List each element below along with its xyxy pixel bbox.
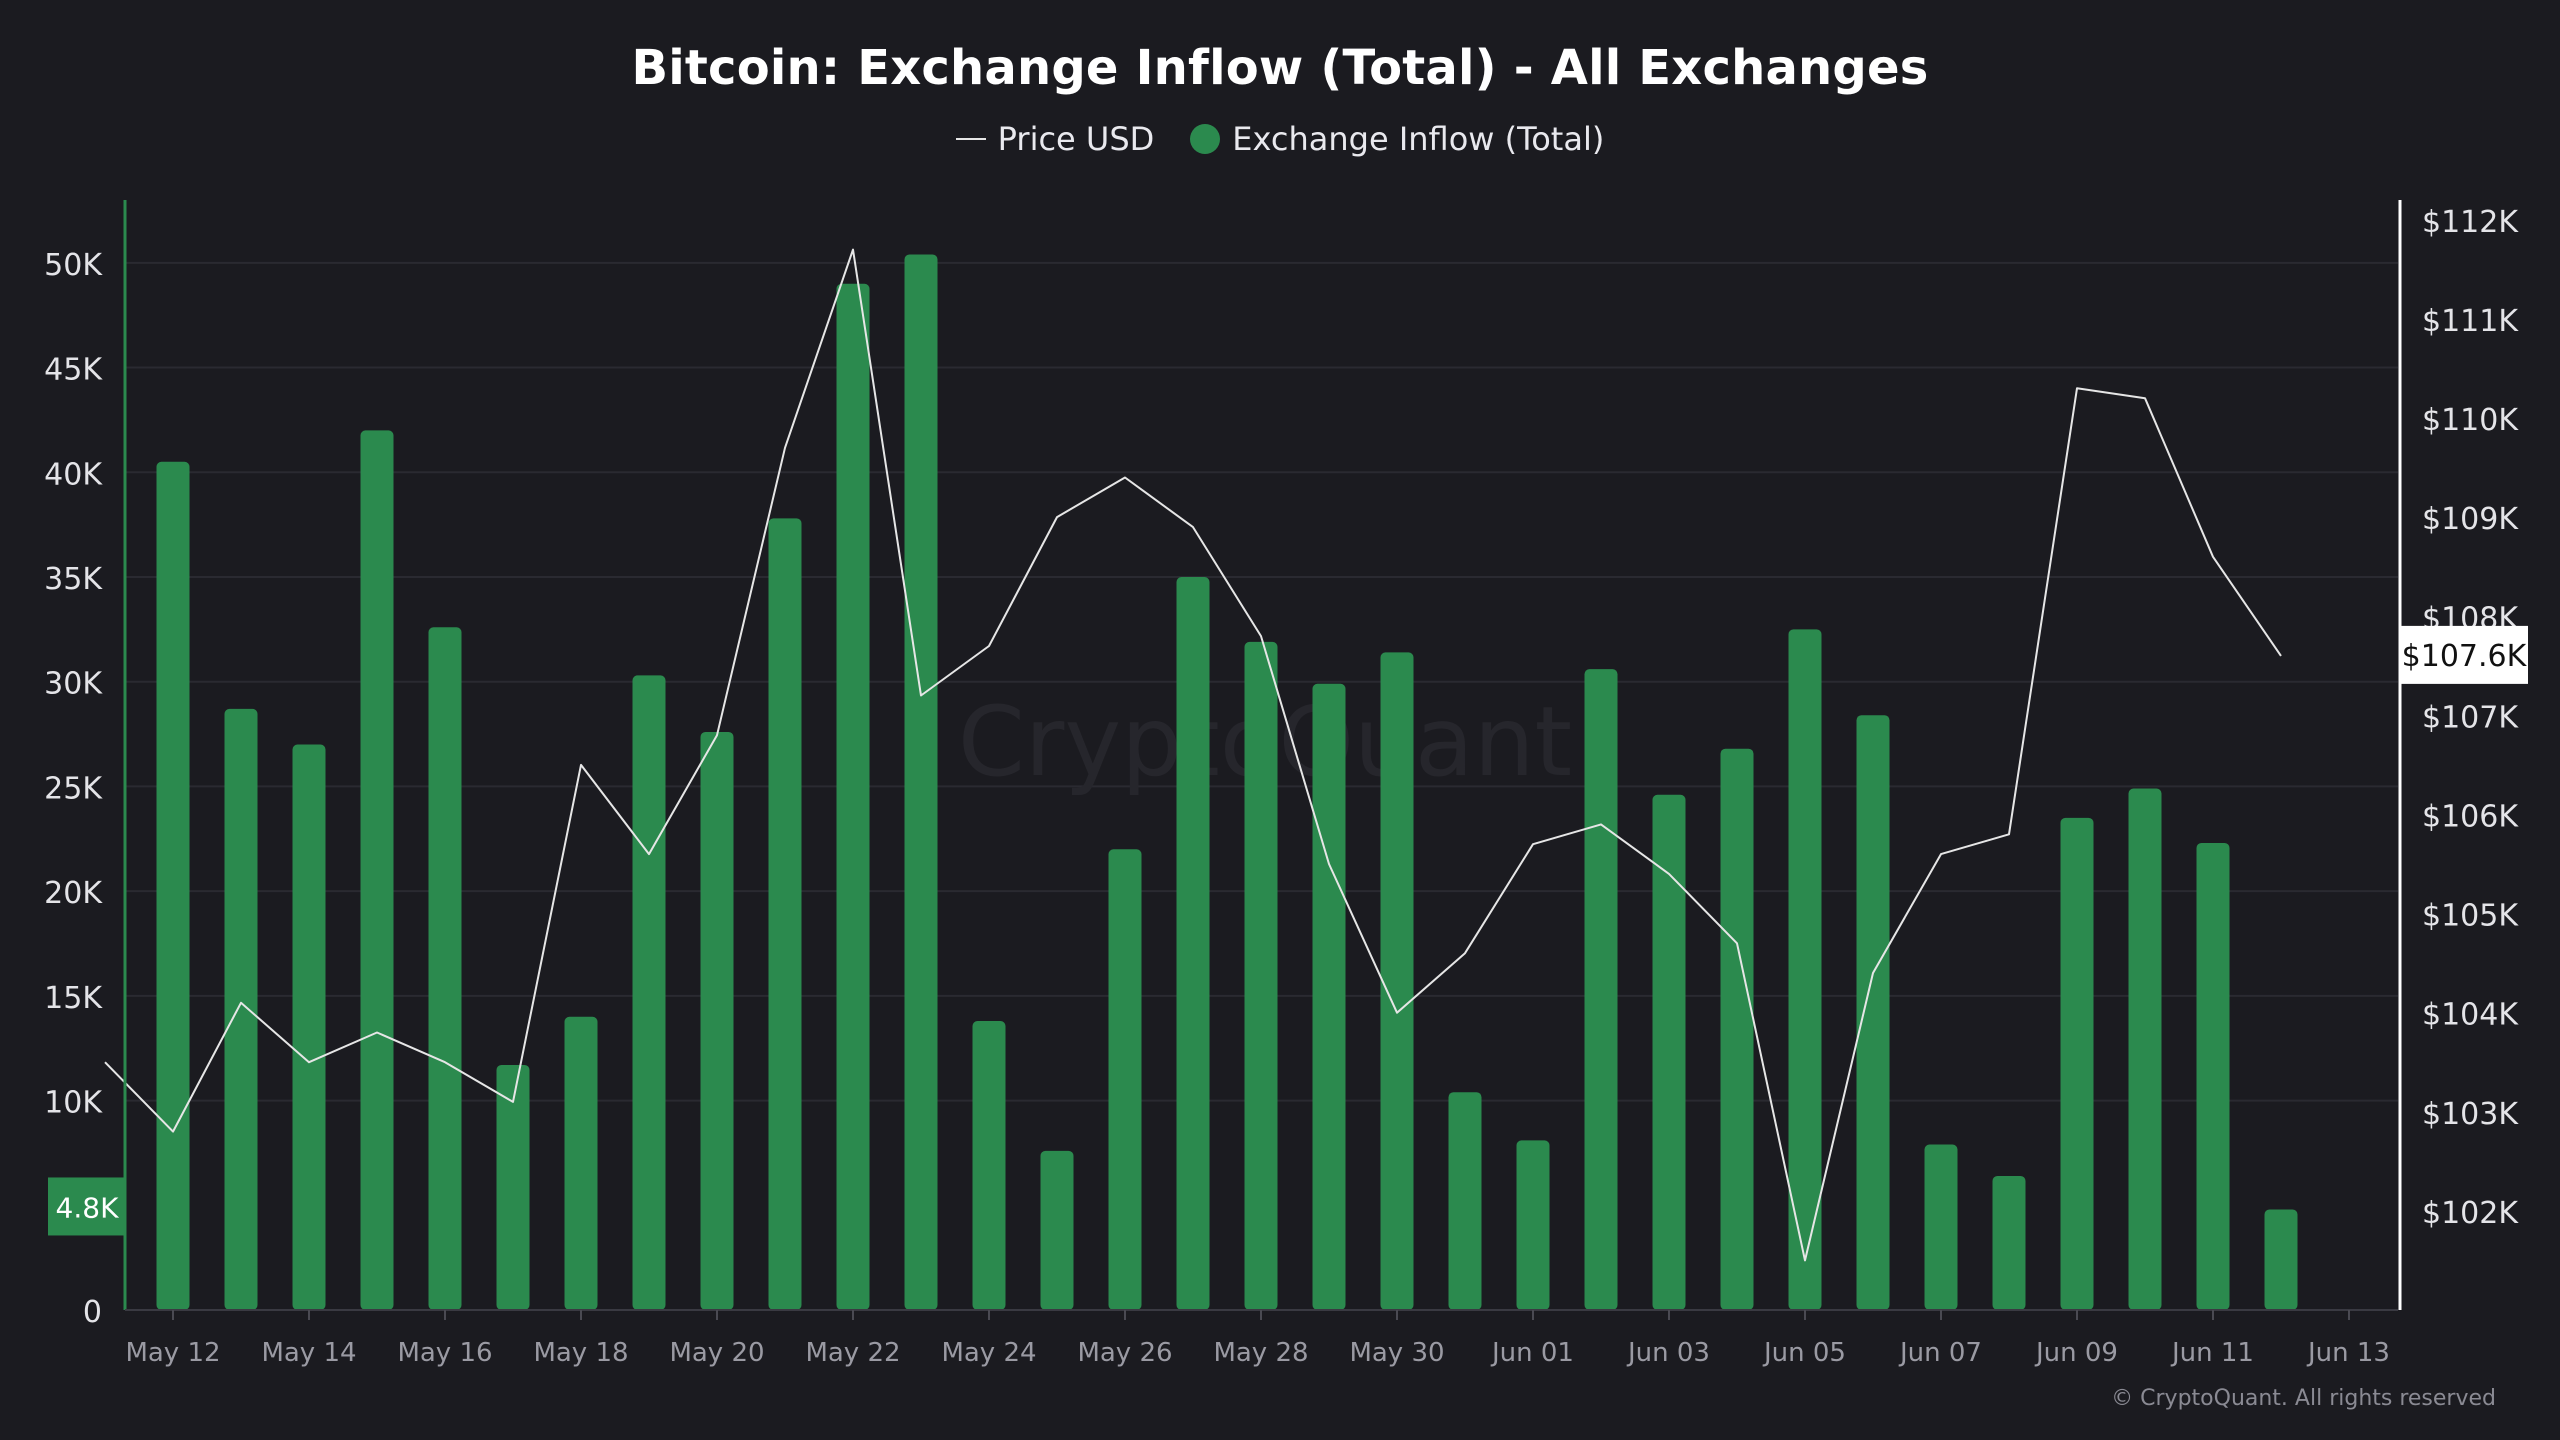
inflow-bar <box>1448 1092 1482 1310</box>
left-tick-label: 15K <box>44 981 103 1016</box>
left-tick-label: 50K <box>44 248 103 283</box>
copyright-text: © CryptoQuant. All rights reserved <box>2111 1386 2496 1411</box>
inflow-bar <box>1788 629 1822 1310</box>
marker-layer: 4.8K $107.6K <box>48 625 2528 1236</box>
left-current-marker <box>48 1177 126 1236</box>
inflow-bar <box>2264 1209 2298 1310</box>
axis-layer: 0 10K 15K 20K 25K 30K 35K 40K 45K 50K $102K $103K $1… <box>44 200 2519 1368</box>
x-tick-label: Jun 01 <box>1490 1338 1574 1368</box>
inflow-bar <box>156 461 190 1310</box>
legend-label-inflow: Exchange Inflow (Total) <box>1232 120 1605 158</box>
x-tick-label: Jun 13 <box>2306 1338 2390 1368</box>
legend-line-swatch <box>955 138 986 140</box>
right-tick-label: $103K <box>2422 1097 2519 1132</box>
inflow-bar <box>1720 748 1754 1310</box>
x-tick-label: May 26 <box>1077 1338 1172 1368</box>
left-tick-label: 35K <box>44 562 103 597</box>
right-current-marker-label: $107.6K <box>2402 639 2528 674</box>
inflow-bar <box>632 675 666 1310</box>
price-line-layer <box>104 248 2282 1262</box>
inflow-bar <box>360 430 394 1311</box>
inflow-bar <box>2060 817 2094 1310</box>
inflow-bar <box>496 1064 530 1310</box>
inflow-bar <box>1176 576 1210 1310</box>
x-tick-label: Jun 09 <box>2034 1338 2118 1368</box>
price-line <box>104 248 2282 1262</box>
x-tick-label: May 14 <box>261 1338 356 1368</box>
inflow-bar <box>972 1020 1006 1310</box>
x-tick-label: Jun 03 <box>1626 1338 1710 1368</box>
left-tick-label: 45K <box>44 353 103 388</box>
inflow-bar <box>428 627 462 1310</box>
inflow-bar <box>1516 1140 1550 1310</box>
x-tick-label: May 18 <box>533 1338 628 1368</box>
inflow-bar <box>700 731 734 1310</box>
inflow-bar <box>1040 1150 1074 1310</box>
right-tick-label: $106K <box>2422 799 2519 834</box>
inflow-bar <box>1924 1144 1958 1310</box>
inflow-bar <box>2128 788 2162 1310</box>
x-tick-label: May 16 <box>397 1338 492 1368</box>
legend-label-price: Price USD <box>997 120 1155 158</box>
right-tick-label: $112K <box>2422 205 2519 240</box>
inflow-bar <box>1244 641 1278 1310</box>
x-tick-label: May 20 <box>669 1338 764 1368</box>
right-tick-label: $109K <box>2422 502 2519 537</box>
right-current-marker <box>2400 625 2528 684</box>
inflow-bar <box>904 254 938 1310</box>
left-tick-label: 0 <box>83 1295 102 1330</box>
inflow-bar <box>1584 669 1618 1310</box>
inflow-bar <box>1652 794 1686 1310</box>
left-current-marker-label: 4.8K <box>56 1191 120 1224</box>
legend-item-price[interactable]: Price USD <box>955 120 1155 158</box>
inflow-bar <box>768 518 802 1310</box>
x-tick-label: May 12 <box>125 1338 220 1368</box>
right-tick-label: $105K <box>2422 899 2519 934</box>
right-tick-label: $104K <box>2422 998 2519 1033</box>
right-tick-label: $110K <box>2422 403 2519 438</box>
x-tick-label: May 30 <box>1349 1338 1444 1368</box>
x-tick-label: May 24 <box>941 1338 1036 1368</box>
legend-dot-swatch <box>1190 124 1221 154</box>
x-tick-label: Jun 05 <box>1762 1338 1846 1368</box>
inflow-bar <box>836 283 870 1311</box>
inflow-bar <box>1108 849 1142 1310</box>
inflow-bar <box>292 744 326 1310</box>
left-tick-label: 30K <box>44 667 103 702</box>
legend-item-inflow[interactable]: Exchange Inflow (Total) <box>1190 120 1604 158</box>
x-tick-label: May 22 <box>805 1338 900 1368</box>
left-tick-label: 25K <box>44 771 103 806</box>
chart-title: Bitcoin: Exchange Inflow (Total) - All E… <box>631 40 1929 96</box>
x-tick-label: May 28 <box>1213 1338 1308 1368</box>
left-tick-label: 20K <box>44 876 103 911</box>
right-tick-label: $102K <box>2422 1196 2519 1231</box>
inflow-bar <box>1380 652 1414 1310</box>
x-tick-label: Jun 11 <box>2170 1338 2254 1368</box>
inflow-bar <box>564 1016 598 1310</box>
left-tick-label: 10K <box>44 1086 103 1121</box>
inflow-bar <box>1856 715 1890 1310</box>
chart-legend: Price USD Exchange Inflow (Total) <box>0 120 2560 158</box>
inflow-bar <box>2196 842 2230 1310</box>
right-tick-label: $107K <box>2422 700 2519 735</box>
x-tick-label: Jun 07 <box>1898 1338 1982 1368</box>
left-tick-label: 40K <box>44 457 103 492</box>
inflow-bar <box>1992 1175 2026 1310</box>
inflow-bar <box>224 708 258 1310</box>
right-tick-label: $111K <box>2422 304 2519 339</box>
inflow-bar <box>1312 683 1346 1310</box>
